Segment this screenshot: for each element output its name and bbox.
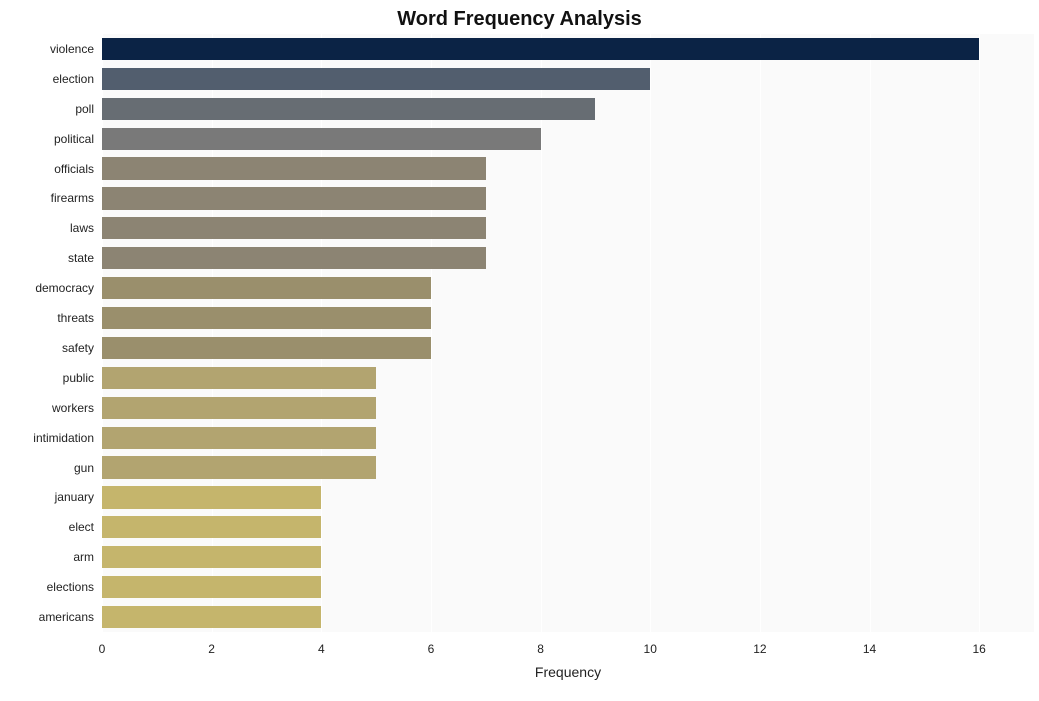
x-axis-label: Frequency: [535, 664, 601, 680]
bar: [102, 397, 376, 419]
x-tick-label: 10: [644, 642, 657, 656]
y-tick-label: public: [63, 371, 94, 385]
y-tick-label: state: [68, 251, 94, 265]
x-axis-ticks: 0 2 4 6 8 10 12 14 16: [102, 642, 1034, 662]
grid-line: [102, 34, 103, 632]
plot-area: [102, 34, 1034, 632]
grid-line: [431, 34, 432, 632]
bar: [102, 217, 486, 239]
bar: [102, 98, 595, 120]
y-tick-label: firearms: [51, 191, 94, 205]
word-frequency-chart: Word Frequency Analysis violence election…: [0, 0, 1039, 701]
y-tick-label: arm: [73, 550, 94, 564]
y-tick-label: safety: [62, 341, 94, 355]
bar: [102, 38, 979, 60]
y-axis-ticks: violence election poll political officials fi…: [0, 34, 94, 632]
grid-line: [541, 34, 542, 632]
bar: [102, 606, 321, 628]
y-tick-label: americans: [39, 610, 94, 624]
y-tick-label: democracy: [35, 281, 94, 295]
x-tick-label: 2: [208, 642, 215, 656]
x-tick-label: 4: [318, 642, 325, 656]
y-tick-label: elections: [47, 580, 94, 594]
grid-line: [321, 34, 322, 632]
y-tick-label: violence: [50, 42, 94, 56]
y-tick-label: threats: [57, 311, 94, 325]
grid-line: [650, 34, 651, 632]
x-tick-label: 16: [972, 642, 985, 656]
y-tick-label: officials: [54, 162, 94, 176]
bar: [102, 68, 650, 90]
bar: [102, 576, 321, 598]
bar: [102, 516, 321, 538]
y-tick-label: election: [53, 72, 94, 86]
y-tick-label: workers: [52, 401, 94, 415]
bar: [102, 187, 486, 209]
y-tick-label: elect: [69, 520, 94, 534]
x-tick-label: 6: [428, 642, 435, 656]
bar: [102, 128, 541, 150]
bar: [102, 427, 376, 449]
x-tick-label: 12: [753, 642, 766, 656]
bar: [102, 456, 376, 478]
bar: [102, 277, 431, 299]
y-tick-label: january: [55, 490, 94, 504]
bar: [102, 247, 486, 269]
chart-title: Word Frequency Analysis: [0, 8, 1039, 31]
bar: [102, 307, 431, 329]
bar: [102, 337, 431, 359]
y-tick-label: intimidation: [33, 431, 94, 445]
y-tick-label: political: [54, 132, 94, 146]
bar: [102, 157, 486, 179]
bar: [102, 367, 376, 389]
grid-line: [979, 34, 980, 632]
bar: [102, 486, 321, 508]
x-tick-label: 14: [863, 642, 876, 656]
x-tick-label: 8: [537, 642, 544, 656]
grid-line: [760, 34, 761, 632]
grid-line: [870, 34, 871, 632]
bar: [102, 546, 321, 568]
y-tick-label: laws: [70, 221, 94, 235]
x-tick-label: 0: [99, 642, 106, 656]
y-tick-label: poll: [75, 102, 94, 116]
grid-line: [212, 34, 213, 632]
y-tick-label: gun: [74, 461, 94, 475]
